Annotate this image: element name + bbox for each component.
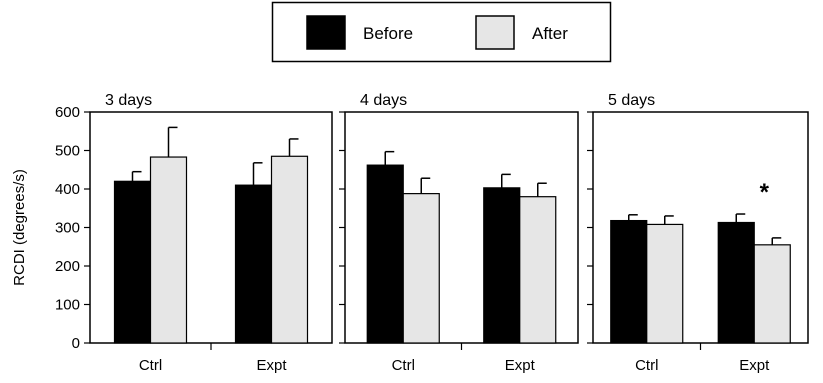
bar-1-ctrl-before	[113, 180, 152, 344]
bar-1-ctrl-after	[149, 156, 188, 344]
legend-label-after: After	[532, 24, 568, 43]
category-label-3-expt: Expt	[739, 357, 770, 374]
y-tick-label-100: 100	[55, 297, 80, 314]
bar-3-ctrl-before	[610, 219, 648, 344]
legend-label-before: Before	[363, 24, 413, 43]
bar-2-expt-after	[519, 196, 557, 344]
category-label-2-ctrl: Ctrl	[392, 357, 415, 374]
legend-swatch-after	[475, 15, 515, 50]
panel-title-2: 4 days	[360, 92, 407, 109]
category-label-3-ctrl: Ctrl	[635, 357, 658, 374]
bar-3-expt-after	[753, 244, 791, 344]
y-axis-title: RCDI (degrees/s)	[11, 169, 28, 286]
y-tick-label-500: 500	[55, 143, 80, 160]
legend-swatch-before	[306, 15, 346, 50]
y-tick-label-0: 0	[72, 335, 80, 352]
y-tick-label-400: 400	[55, 181, 80, 198]
bar-2-expt-before	[483, 187, 521, 344]
bar-1-expt-before	[234, 184, 273, 344]
bar-1-expt-after	[270, 155, 309, 344]
category-label-1-ctrl: Ctrl	[139, 357, 162, 374]
y-tick-label-300: 300	[55, 220, 80, 237]
bar-3-ctrl-after	[646, 223, 684, 344]
bar-2-ctrl-before	[366, 164, 404, 344]
y-tick-label-200: 200	[55, 258, 80, 275]
bar-2-ctrl-after	[402, 193, 440, 344]
panel-title-3: 5 days	[608, 92, 655, 109]
category-label-1-expt: Expt	[256, 357, 287, 374]
y-tick-label-600: 600	[55, 104, 80, 121]
bar-3-expt-before	[717, 221, 755, 344]
category-label-2-expt: Expt	[505, 357, 536, 374]
significance-marker: *	[760, 179, 770, 206]
panel-title-1: 3 days	[105, 92, 152, 109]
